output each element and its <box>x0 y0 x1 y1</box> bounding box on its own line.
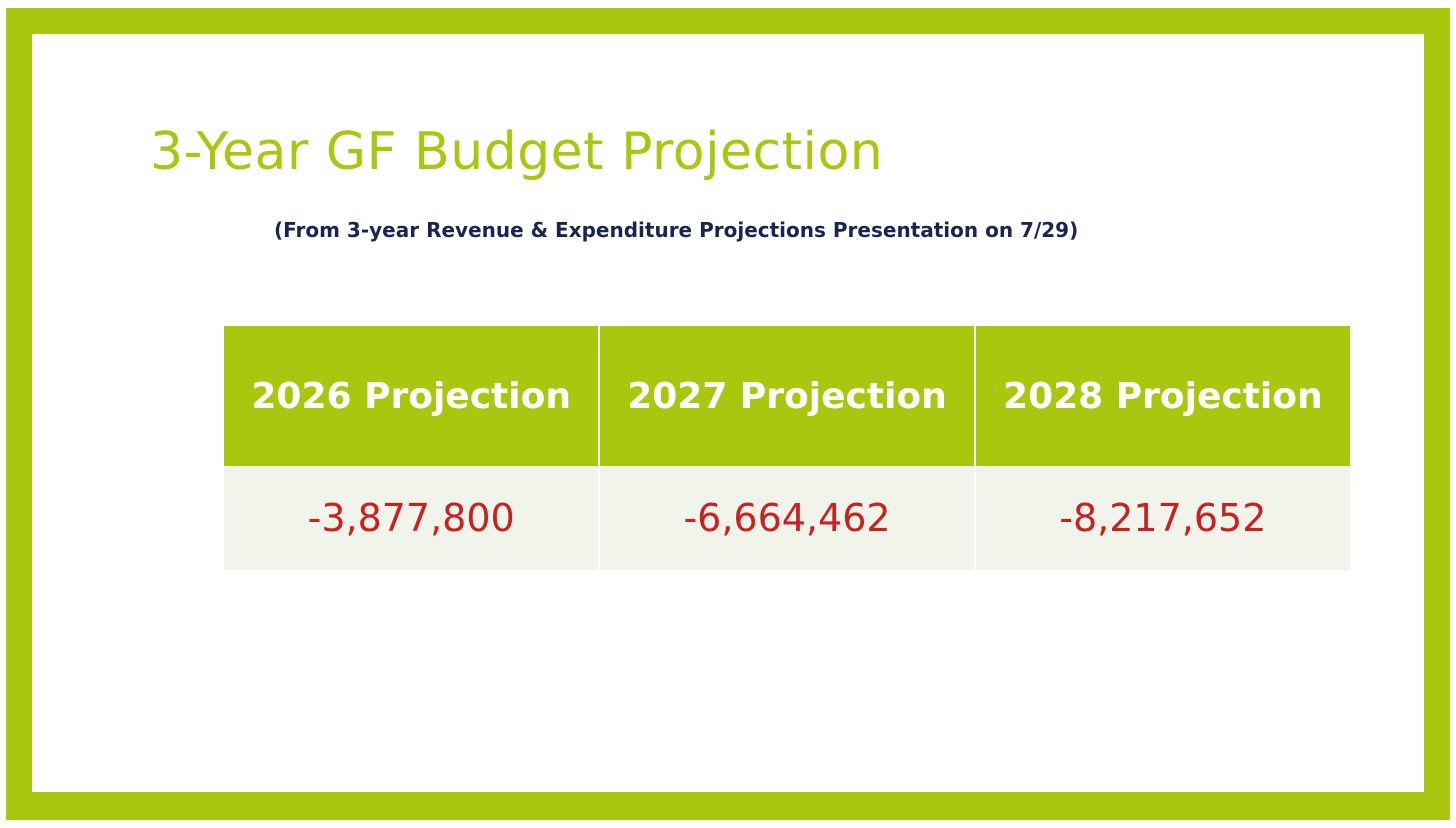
slide-subtitle: (From 3-year Revenue & Expenditure Proje… <box>274 218 1079 242</box>
table-header-row: 2026 Projection 2027 Projection 2028 Pro… <box>224 326 1350 466</box>
header-2028-projection: 2028 Projection <box>974 326 1350 466</box>
table-row: -3,877,800 -6,664,462 -8,217,652 <box>224 466 1350 570</box>
value-2027-projection: -6,664,462 <box>599 466 976 570</box>
value-2028-projection: -8,217,652 <box>974 466 1350 570</box>
header-2027-projection: 2027 Projection <box>599 326 976 466</box>
value-2026-projection: -3,877,800 <box>224 466 601 570</box>
slide-title: 3-Year GF Budget Projection <box>150 122 884 182</box>
header-2026-projection: 2026 Projection <box>224 326 601 466</box>
projection-table: 2026 Projection 2027 Projection 2028 Pro… <box>224 326 1350 570</box>
